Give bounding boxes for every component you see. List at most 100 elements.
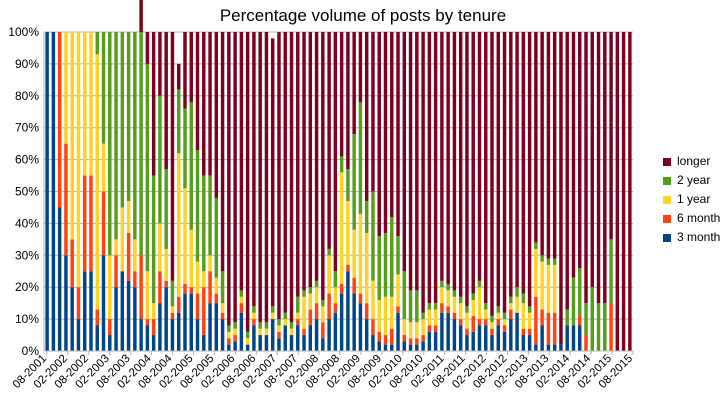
bar-segment-longer — [452, 32, 457, 291]
bar-segment-3-month — [408, 344, 413, 351]
bar-segment-6-month — [108, 319, 112, 336]
bar-segment-2-year — [233, 322, 237, 329]
bar-segment-1-year — [176, 153, 181, 297]
bar-segment-2-year — [245, 331, 250, 339]
bar-segment-6-month — [296, 319, 300, 326]
legend-swatch-6-month — [663, 214, 671, 223]
bar-segment-6-month — [327, 293, 331, 320]
axes — [43, 32, 634, 355]
bar-segment-6-month — [452, 312, 457, 320]
bar-segment-2-year — [202, 175, 206, 272]
bar-segment-longer — [364, 32, 369, 202]
bar-segment-2-year — [289, 322, 294, 329]
bar-segment-3-month — [440, 312, 444, 351]
bar-segment-6-month — [302, 328, 306, 336]
bar-segment-6-month — [390, 328, 394, 345]
bar-segment-2-year — [308, 287, 313, 294]
bar-segment-3-month — [89, 271, 93, 351]
bar-segment-3-month — [95, 325, 99, 351]
y-tick-label: 40% — [15, 216, 39, 230]
bar-segment-1-year — [120, 207, 125, 272]
bar-segment-2-year — [126, 32, 131, 202]
bar-segment-longer — [176, 63, 181, 90]
bar-segment-1-year — [245, 338, 250, 345]
bar-segment-longer — [415, 32, 419, 291]
bar-segment-1-year — [64, 32, 68, 144]
bar-segment-6-month — [89, 175, 93, 272]
bar-segment-2-year — [402, 271, 407, 320]
bar-segment-2-year — [264, 322, 269, 329]
bar-segment-longer — [371, 32, 375, 192]
bar-segment-longer — [151, 32, 156, 176]
bar-segment-2-year — [527, 306, 532, 313]
bar-segment-1-year — [183, 188, 187, 285]
bar-segment-2-year — [521, 293, 526, 304]
bar-segment-2-year — [509, 296, 513, 304]
bar-segment-longer — [264, 32, 269, 323]
bar-segment-longer — [552, 32, 557, 259]
bar-segment-1-year — [346, 201, 350, 265]
bar-segment-6-month — [195, 293, 200, 320]
bar-segment-6-month — [402, 335, 407, 342]
bar-segment-2-year — [270, 306, 275, 313]
bar-segment-3-month — [220, 319, 225, 351]
bar-segment-1-year — [352, 229, 356, 278]
bar-segment-longer — [484, 32, 488, 304]
bar-segment-6-month — [57, 32, 62, 208]
bar-segment-longer — [571, 32, 576, 278]
bar-segment-longer — [158, 32, 162, 96]
bar-segment-2-year — [578, 268, 582, 316]
bar-segment-6-month — [364, 303, 369, 320]
bar-segment-1-year — [296, 312, 300, 320]
bar-segment-longer — [289, 32, 294, 323]
bar-segment-longer — [615, 32, 620, 351]
bar-segment-longer — [596, 32, 601, 304]
bar-segment-6-month — [133, 271, 137, 288]
bar-segment-2-year — [421, 312, 425, 320]
bar-segment-longer — [465, 32, 469, 307]
bar-segment-2-year — [195, 150, 200, 262]
bar-segment-3-month — [339, 293, 344, 351]
bar-segment-2-year — [603, 303, 607, 351]
bar-segment-2-year — [108, 32, 112, 256]
bar-segment-6-month — [170, 312, 175, 320]
bar-segment-3-month — [214, 303, 219, 351]
bar-segment-3-month — [327, 319, 331, 351]
bar-segment-longer — [189, 32, 193, 103]
bar-segment-3-month — [346, 271, 350, 351]
bar-segment-1-year — [440, 287, 444, 304]
bar-segment-longer — [214, 32, 219, 198]
bar-segment-3-month — [120, 271, 125, 351]
bar-segment-2-year — [220, 271, 225, 304]
bar-segment-1-year — [308, 293, 313, 310]
bar-segment-3-month — [233, 341, 237, 351]
bar-segment-3-month — [258, 335, 262, 351]
bar-segment-longer — [220, 32, 225, 272]
bar-segment-longer — [333, 32, 338, 272]
bar-segment-1-year — [471, 299, 475, 316]
bar-segment-6-month — [314, 303, 319, 320]
bar-segment-1-year — [239, 296, 244, 304]
y-tick-label: 100% — [8, 25, 39, 39]
bar-segment-1-year — [264, 328, 269, 336]
bar-segment-3-month — [502, 331, 507, 351]
bar-segment-6-month — [427, 325, 432, 332]
bar-segment-6-month — [358, 293, 363, 304]
bar-segment-1-year — [540, 261, 544, 310]
bar-segment-3-month — [446, 312, 450, 351]
bar-segment-1-year — [421, 319, 425, 336]
bar-segment-longer — [590, 32, 594, 288]
bar-segment-6-month — [208, 271, 212, 304]
bar-segment-2-year — [584, 303, 588, 336]
bar-segment-1-year — [371, 280, 375, 320]
bar-segment-2-year — [534, 242, 538, 249]
bar-segment-1-year — [490, 322, 494, 329]
bar-segment-2-year — [120, 32, 125, 208]
bar-segment-2-year — [440, 280, 444, 288]
bar-segment-6-month — [527, 328, 532, 336]
bar-segment-6-month — [578, 315, 582, 326]
bar-segment-3-month — [540, 325, 544, 351]
bar-segment-3-month — [76, 319, 81, 351]
bar-segment-1-year — [546, 264, 551, 313]
